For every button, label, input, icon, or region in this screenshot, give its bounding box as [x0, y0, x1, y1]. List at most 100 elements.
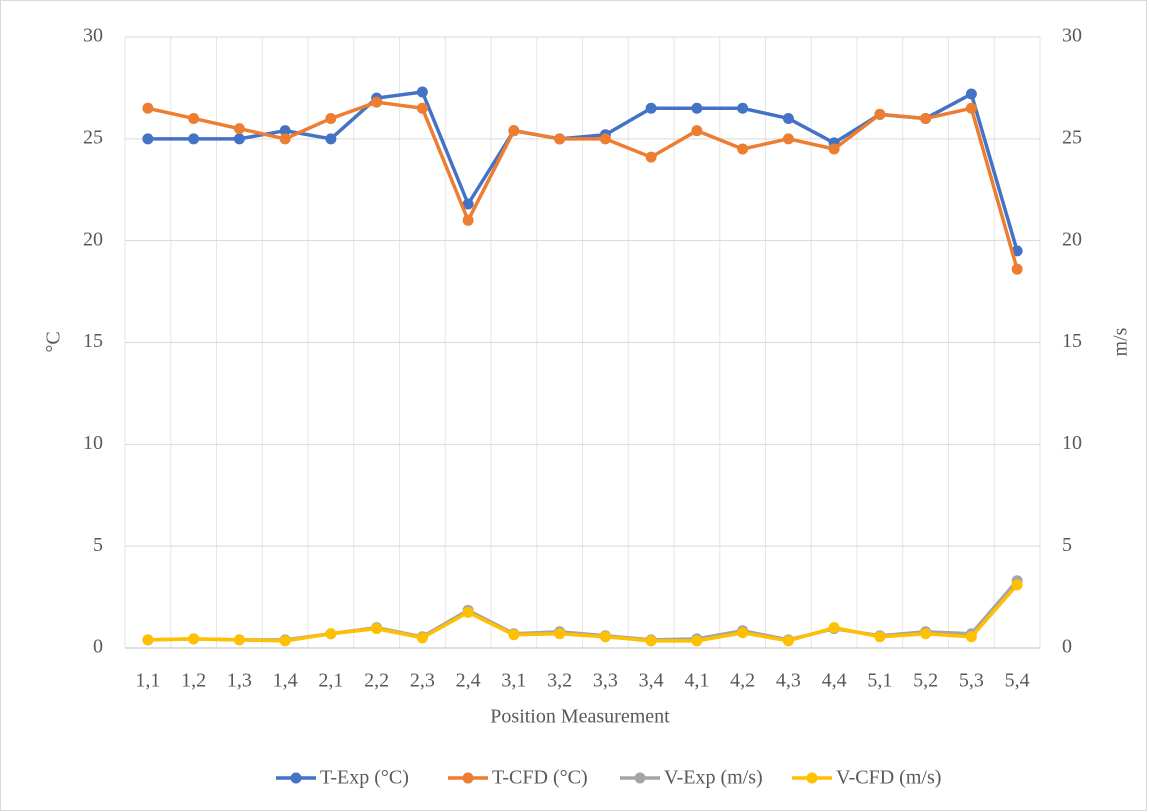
- point: [691, 635, 703, 647]
- point: [782, 133, 794, 145]
- x-tick-label: 3,3: [593, 670, 618, 692]
- point: [188, 633, 200, 645]
- point: [416, 632, 428, 644]
- point: [691, 125, 703, 137]
- x-tick-label: 2,1: [318, 670, 343, 692]
- point: [462, 198, 474, 210]
- y-tick-label: 30: [83, 25, 103, 47]
- point: [142, 634, 154, 646]
- y-tick-label: 25: [83, 126, 103, 148]
- y2-tick-label: 5: [1062, 534, 1072, 556]
- x-tick-label: 2,3: [410, 670, 435, 692]
- point: [508, 125, 520, 137]
- x-tick-label: 5,3: [959, 670, 984, 692]
- legend-marker: [290, 772, 302, 784]
- point: [325, 628, 337, 640]
- x-tick-label: 1,3: [227, 670, 252, 692]
- legend-label: V-Exp (m/s): [664, 767, 763, 789]
- point: [965, 102, 977, 114]
- point: [462, 606, 474, 618]
- legend-marker: [462, 772, 474, 784]
- point: [782, 635, 794, 647]
- x-tick-label: 5,1: [867, 670, 892, 692]
- point: [371, 96, 383, 108]
- legend-marker: [634, 772, 646, 784]
- point: [737, 102, 749, 114]
- x-tick-label: 2,4: [456, 670, 481, 692]
- x-tick-label: 1,1: [135, 670, 160, 692]
- x-tick-label: 3,1: [501, 670, 526, 692]
- series-line: [147, 583, 1019, 643]
- x-axis-label: Position Measurement: [490, 706, 670, 728]
- point: [920, 628, 932, 640]
- point: [874, 108, 886, 120]
- point: [920, 112, 932, 124]
- point: [645, 102, 657, 114]
- point: [233, 123, 245, 135]
- series-line: [147, 100, 1019, 270]
- y2-tick-label: 25: [1062, 126, 1082, 148]
- x-tick-label: 1,4: [273, 670, 298, 692]
- point: [554, 628, 566, 640]
- x-tick-label: 5,2: [913, 670, 938, 692]
- point: [599, 631, 611, 643]
- point: [645, 635, 657, 647]
- x-tick-label: 3,2: [547, 670, 572, 692]
- point: [782, 112, 794, 124]
- x-tick-label: 4,4: [822, 670, 847, 692]
- point: [233, 634, 245, 646]
- x-tick-label: 1,2: [181, 670, 206, 692]
- point: [416, 86, 428, 98]
- x-tick-label: 4,1: [684, 670, 709, 692]
- y2-tick-label: 10: [1062, 432, 1082, 454]
- legend-label: T-CFD (°C): [492, 767, 588, 789]
- y2-tick-label: 0: [1062, 636, 1072, 658]
- point: [325, 112, 337, 124]
- point: [279, 133, 291, 145]
- point: [462, 214, 474, 226]
- point: [1011, 263, 1023, 275]
- point: [965, 631, 977, 643]
- point: [416, 102, 428, 114]
- y-tick-label: 20: [83, 228, 103, 250]
- point: [233, 133, 245, 145]
- legend-marker: [806, 772, 818, 784]
- point: [554, 133, 566, 145]
- y-tick-label: 5: [93, 534, 103, 556]
- point: [828, 143, 840, 155]
- y2-tick-label: 20: [1062, 228, 1082, 250]
- point: [737, 143, 749, 155]
- point: [828, 622, 840, 634]
- y-tick-label: 0: [93, 636, 103, 658]
- y2-tick-label: 15: [1062, 330, 1082, 352]
- y-tick-label: 15: [83, 330, 103, 352]
- x-tick-label: 5,4: [1005, 670, 1030, 692]
- legend-label: V-CFD (m/s): [836, 767, 941, 789]
- point: [1011, 579, 1023, 591]
- y2-tick-label: 30: [1062, 25, 1082, 47]
- point: [508, 629, 520, 641]
- y-tick-label: 10: [83, 432, 103, 454]
- legend-label: T-Exp (°C): [320, 767, 409, 789]
- point: [325, 133, 337, 145]
- point: [599, 133, 611, 145]
- y2-axis-label: m/s: [1110, 327, 1132, 356]
- point: [142, 133, 154, 145]
- x-tick-label: 4,2: [730, 670, 755, 692]
- x-tick-label: 2,2: [364, 670, 389, 692]
- point: [188, 112, 200, 124]
- point: [371, 623, 383, 635]
- point: [691, 102, 703, 114]
- x-tick-label: 3,4: [639, 670, 664, 692]
- point: [645, 151, 657, 163]
- x-tick-label: 4,3: [776, 670, 801, 692]
- point: [188, 133, 200, 145]
- point: [279, 125, 291, 137]
- point: [737, 627, 749, 639]
- point: [142, 102, 154, 114]
- y-axis-label: °C: [43, 331, 65, 352]
- point: [965, 88, 977, 100]
- point: [874, 631, 886, 643]
- point: [279, 635, 291, 647]
